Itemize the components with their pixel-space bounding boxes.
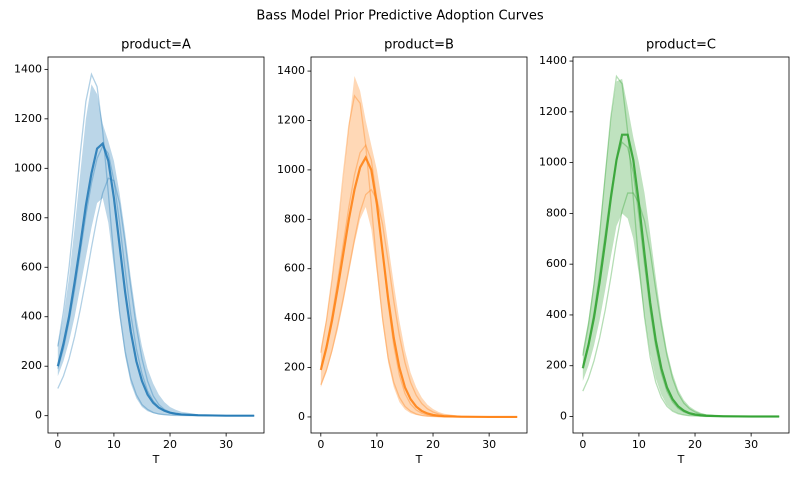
x-tick-label: 10 (370, 438, 384, 451)
y-tick-label: 800 (21, 211, 42, 224)
y-tick-label: 1200 (14, 112, 42, 125)
x-tick-label: 10 (107, 438, 121, 451)
hdi-band (320, 76, 518, 417)
y-tick-label: 600 (546, 257, 567, 270)
y-tick-label: 0 (298, 410, 305, 423)
x-tick-label: 30 (744, 438, 758, 451)
x-tick-label: 20 (688, 438, 702, 451)
x-tick-label: 0 (317, 438, 324, 451)
y-tick-label: 1200 (539, 105, 567, 118)
x-tick-label: 30 (482, 438, 496, 451)
plot-area (319, 76, 518, 419)
y-tick-label: 1400 (539, 54, 567, 67)
x-axis-label: T (677, 453, 685, 466)
axes-frame (47, 56, 265, 434)
axes-frame (310, 56, 528, 434)
y-tick-label: 1000 (539, 156, 567, 169)
y-tick-label: 200 (21, 359, 42, 372)
y-tick-label: 800 (546, 206, 567, 219)
x-tick-label: 30 (219, 438, 233, 451)
y-tick-label: 200 (284, 361, 305, 374)
axes-title: product=B (384, 38, 454, 53)
y-tick-label: 400 (21, 310, 42, 323)
x-tick-label: 0 (579, 438, 586, 451)
hdi-band (57, 84, 255, 416)
y-tick-label: 1200 (277, 113, 305, 126)
y-tick-label: 800 (284, 212, 305, 225)
hdi-band (582, 78, 780, 417)
mean-line (581, 133, 780, 418)
y-tick-label: 0 (35, 409, 42, 422)
sample-line (57, 72, 255, 417)
y-tick-label: 1000 (277, 163, 305, 176)
y-tick-label: 600 (284, 262, 305, 275)
y-tick-label: 1000 (14, 161, 42, 174)
x-tick-label: 20 (426, 438, 440, 451)
figure-title: Bass Model Prior Predictive Adoption Cur… (256, 9, 543, 24)
sample-line (320, 188, 518, 418)
axes-title: product=A (121, 38, 191, 53)
axes-title: product=C (646, 38, 716, 53)
sample-line (582, 192, 780, 418)
y-tick-label: 200 (546, 359, 567, 372)
y-tick-label: 0 (560, 409, 567, 422)
plot-area (581, 74, 780, 418)
y-tick-label: 400 (546, 308, 567, 321)
mean-line (319, 155, 518, 419)
x-axis-label: T (152, 453, 160, 466)
x-tick-label: 20 (163, 438, 177, 451)
y-tick-label: 600 (21, 260, 42, 273)
y-tick-label: 1400 (277, 64, 305, 77)
axes-frame (572, 56, 790, 434)
plot-area (56, 72, 255, 417)
x-tick-label: 10 (632, 438, 646, 451)
mean-line (56, 141, 255, 417)
x-axis-label: T (415, 453, 423, 466)
y-tick-label: 1400 (14, 62, 42, 75)
x-tick-label: 0 (54, 438, 61, 451)
y-tick-label: 400 (284, 311, 305, 324)
